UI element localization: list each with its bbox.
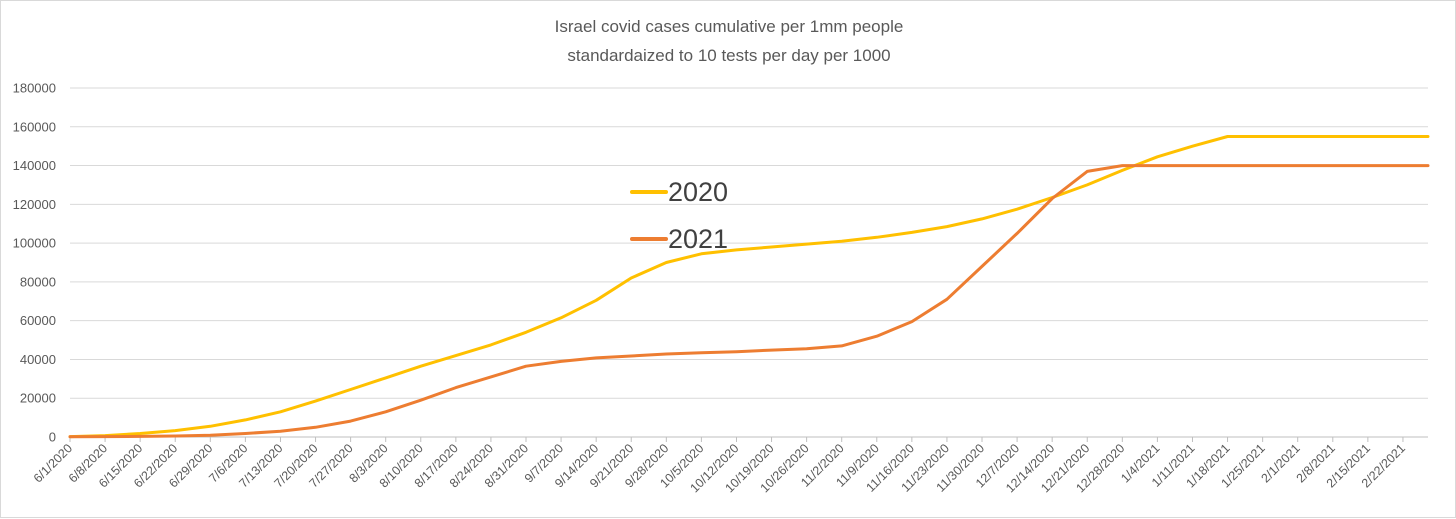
y-tick-label: 60000 bbox=[20, 313, 56, 328]
gridlines bbox=[70, 87, 1428, 399]
y-tick-label: 180000 bbox=[13, 81, 56, 96]
y-tick-label: 0 bbox=[49, 430, 56, 445]
y-tick-label: 20000 bbox=[20, 391, 56, 406]
series-line-2020 bbox=[68, 135, 1430, 439]
y-tick-label: 40000 bbox=[20, 352, 56, 367]
chart-title-line-1: Israel covid cases cumulative per 1mm pe… bbox=[555, 17, 904, 36]
series-line-2021 bbox=[68, 164, 1430, 439]
x-axis-ticks: 6/1/20206/8/20206/15/20206/22/20206/29/2… bbox=[31, 437, 1408, 495]
legend: 2020 2021 bbox=[630, 177, 728, 254]
y-tick-label: 100000 bbox=[13, 236, 56, 251]
y-tick-label: 120000 bbox=[13, 197, 56, 212]
legend-label-2021: 2021 bbox=[668, 224, 728, 254]
y-tick-label: 140000 bbox=[13, 158, 56, 173]
chart-title: Israel covid cases cumulative per 1mm pe… bbox=[555, 17, 904, 65]
y-tick-label: 80000 bbox=[20, 274, 56, 289]
y-tick-label: 160000 bbox=[13, 119, 56, 134]
legend-label-2020: 2020 bbox=[668, 177, 728, 207]
chart-title-line-2: standardaized to 10 tests per day per 10… bbox=[567, 46, 890, 65]
y-axis-ticks: 0 20000 40000 60000 80000 100000 120000 140000 1… bbox=[13, 81, 56, 445]
series-lines bbox=[68, 135, 1430, 439]
